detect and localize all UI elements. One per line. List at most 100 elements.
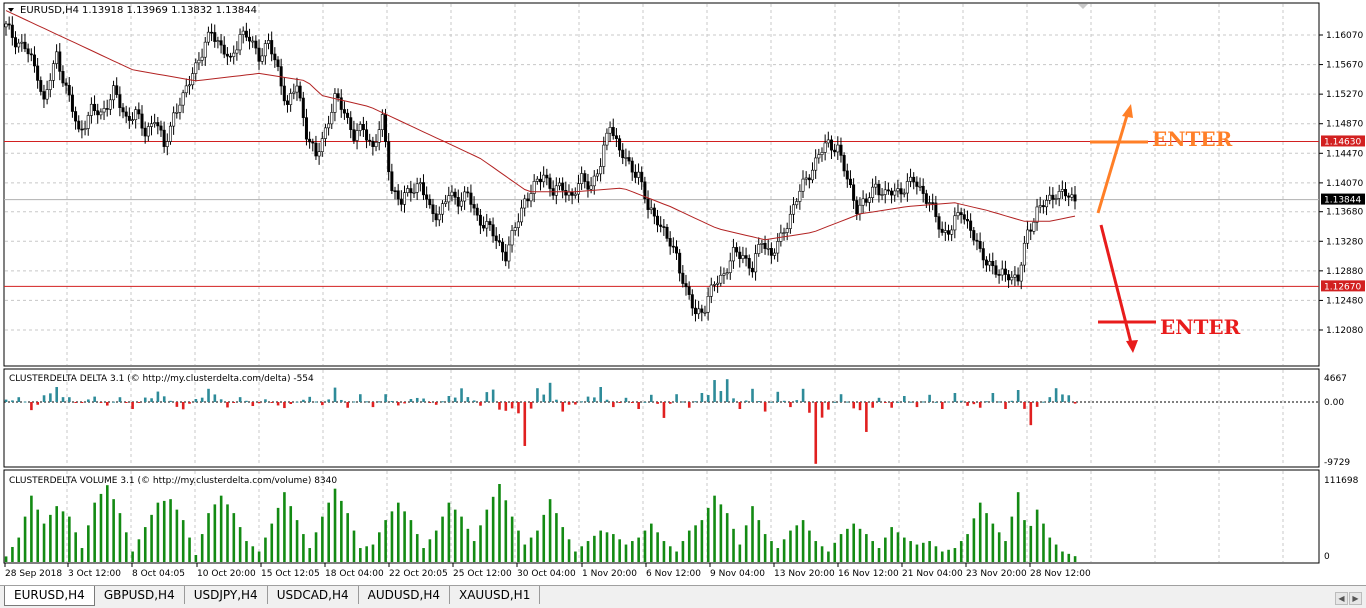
chart-menu-triangle-icon[interactable] [8,8,14,12]
chart-tab-usdcad-h4[interactable]: USDCAD,H4 [268,586,359,604]
candle-body [877,183,881,196]
delta-bar [510,402,514,409]
candle-body [602,144,606,167]
volume-bar [150,514,153,562]
candle-body [36,65,40,81]
scroll-shift-marker-icon[interactable] [1078,4,1088,9]
price-tick-label: 1.14470 [1326,149,1363,159]
chart-tab-usdjpy-h4[interactable]: USDJPY,H4 [185,586,268,604]
candle-body [355,130,359,141]
delta-bar [143,397,147,402]
candle-body [848,178,852,186]
delta-bar [112,401,115,403]
candle-body [523,198,527,209]
candle-body [1013,274,1017,278]
delta-bar [226,402,229,408]
candle-body [760,243,764,245]
delta-bar [896,401,900,403]
candle-body [456,197,460,207]
candle-body [516,221,520,228]
candle-body [361,124,365,131]
candle-body [962,214,966,220]
volume-bar [422,548,425,562]
candle-body [754,253,758,273]
enter-long-label: ENTER [1152,127,1233,151]
candle-body [1041,205,1045,208]
chart-tab-xauusd-h1[interactable]: XAUUSD,H1 [450,586,541,604]
volume-bar [656,532,659,562]
delta-bar [536,388,539,402]
candle-body [994,265,998,275]
candle-body [798,190,802,202]
delta-bar [738,402,742,410]
delta-bar [827,402,830,410]
delta-bar [940,402,944,410]
delta-bar [713,380,716,402]
chart-tab-gbpusd-h4[interactable]: GBPUSD,H4 [95,586,185,604]
delta-bar [131,402,134,410]
volume-bar [1042,523,1045,562]
candle-body [399,198,403,205]
candle-body [864,198,868,203]
volume-bar [371,544,375,562]
volume-bar [959,541,963,562]
time-tick-label: 21 Nov 04:00 [902,569,963,579]
price-tick-label: 1.15670 [1326,61,1363,71]
chart-tab-eurusd-h4[interactable]: EURUSD,H4 [4,586,95,606]
volume-bar [510,516,514,562]
candle-body [510,230,514,246]
symbol-label: EURUSD,H4 [20,5,79,16]
candle-body [349,117,353,130]
delta-bar [574,402,577,405]
candle-body [1045,200,1049,208]
volume-bar [409,520,413,562]
volume-bar [340,500,343,562]
tab-scroll-left-icon[interactable]: ◀ [1335,592,1348,605]
volume-bar [466,528,470,562]
volume-bar [283,492,286,562]
volume-bar [985,513,988,562]
candle-body [709,284,713,297]
delta-bar [801,388,805,402]
delta-bar [150,398,153,402]
candle-body [248,36,252,42]
delta-bar [789,402,792,408]
candle-body [178,104,182,113]
delta-bar [744,400,748,402]
volume-bar [763,534,767,562]
candle-body [48,80,52,90]
volume-max-label: 111698 [1324,476,1359,486]
chart-tab-audusd-h4[interactable]: AUDUSD,H4 [359,586,450,604]
volume-bar [137,539,141,562]
delta-bar [687,402,691,408]
enter-short-annotation[interactable]: ENTER [1098,224,1241,353]
delta-bar [87,399,90,402]
candle-body [1032,221,1036,232]
volume-bar [479,525,482,562]
candle-body [542,174,546,183]
candle-body [330,112,334,125]
volume-bar [276,507,280,562]
volume-bar [257,551,261,562]
delta-bar [757,401,761,403]
delta-bar [378,401,381,403]
candle-body [874,183,878,188]
volume-bar [801,520,805,562]
chart-window[interactable]: EURUSD,H4 1.13918 1.13969 1.13832 1.1384… [0,0,1366,585]
candle-body [203,41,207,58]
delta-bar [403,402,406,404]
volume-bar [719,504,723,562]
time-tick-label: 8 Oct 04:05 [132,569,185,579]
candle-body [640,171,644,183]
delta-bar [649,394,653,402]
candle-body [7,23,11,26]
candle-body [17,42,21,48]
delta-bar [99,402,103,403]
candle-body [792,204,796,215]
candle-body [763,243,767,249]
enter-long-annotation[interactable]: ENTER [1090,104,1233,214]
tab-scroll-right-icon[interactable]: ▶ [1349,592,1362,605]
candle-body [431,204,435,215]
volume-bar [877,548,881,562]
volume-bar [972,518,976,562]
